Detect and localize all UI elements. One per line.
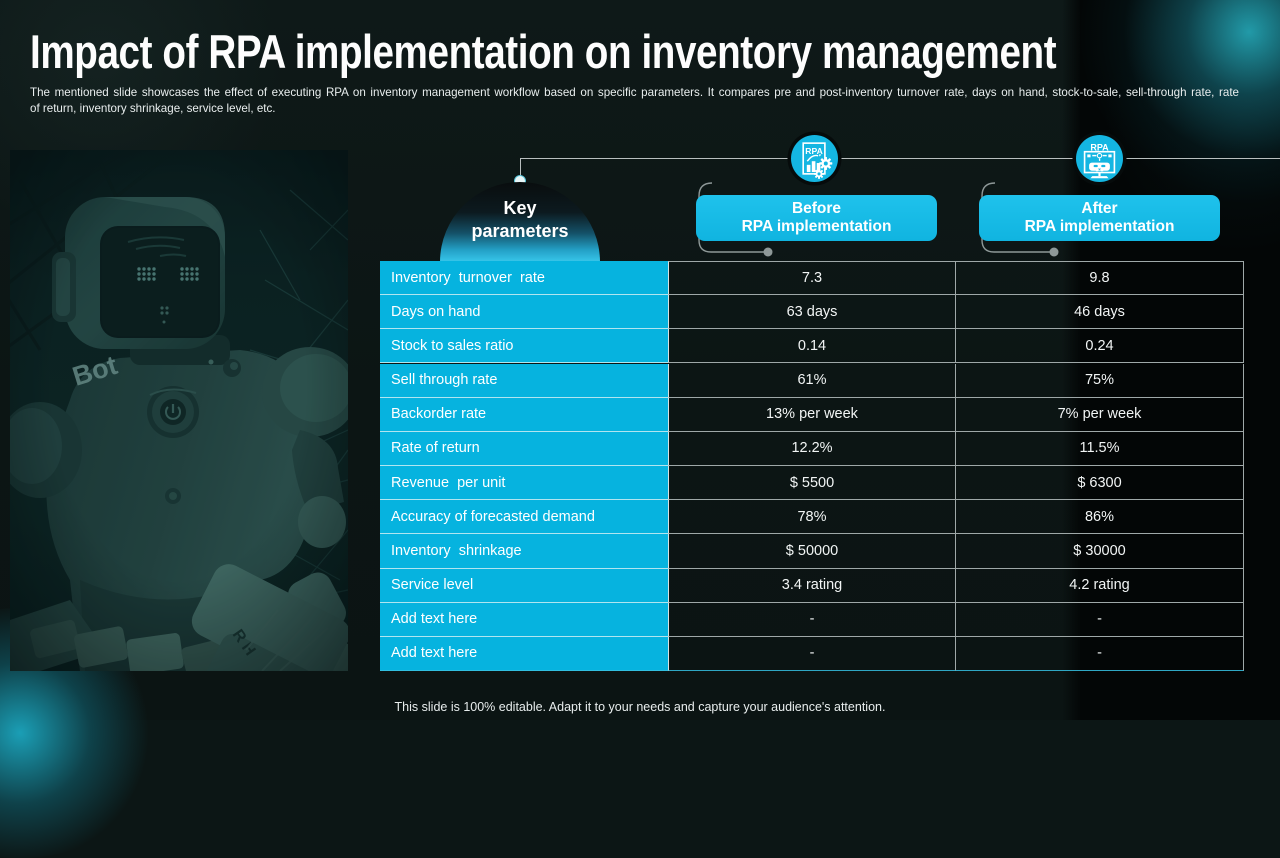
svg-text:RPA: RPA xyxy=(805,146,822,156)
svg-text:RPA: RPA xyxy=(1090,142,1109,152)
